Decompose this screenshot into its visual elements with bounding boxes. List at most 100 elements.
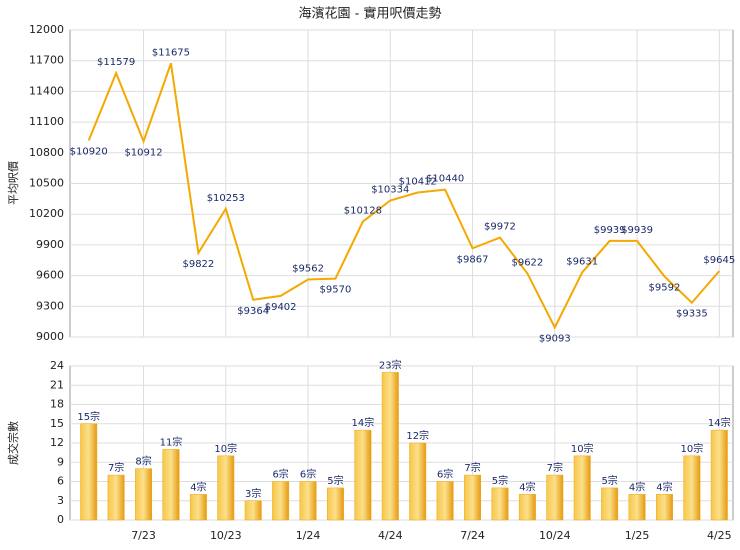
bar xyxy=(354,429,372,521)
value-label: $9335 xyxy=(676,309,708,320)
x-tick-label: 10/23 xyxy=(210,529,242,542)
y-tick-label: 3 xyxy=(57,494,64,507)
y-tick-label: 9300 xyxy=(36,299,64,312)
value-label: $9645 xyxy=(703,255,735,266)
value-label: 5宗 xyxy=(492,474,508,487)
bar xyxy=(381,372,399,521)
x-tick-label: 1/24 xyxy=(296,529,321,542)
bar xyxy=(272,481,290,521)
bar xyxy=(107,474,125,521)
y-tick-label: 10200 xyxy=(29,207,64,220)
y-tick-label: 24 xyxy=(50,359,64,372)
value-label: $9364 xyxy=(237,306,269,317)
value-label: $10412 xyxy=(399,177,437,188)
value-label: 5宗 xyxy=(327,474,343,487)
bar xyxy=(326,487,344,521)
value-label: 6宗 xyxy=(300,468,316,481)
value-label: 4宗 xyxy=(629,480,645,493)
value-label: $10920 xyxy=(70,147,108,158)
bar xyxy=(710,429,728,521)
value-label: 10宗 xyxy=(681,442,704,455)
value-label: 23宗 xyxy=(379,358,402,371)
value-label: 14宗 xyxy=(708,416,731,429)
value-label: $9402 xyxy=(265,302,297,313)
y-tick-label: 12000 xyxy=(29,23,64,36)
value-label: $9570 xyxy=(320,285,352,296)
bar xyxy=(491,487,509,521)
price-line xyxy=(87,62,721,330)
value-label: $9562 xyxy=(292,263,324,274)
bar xyxy=(464,474,482,521)
value-label: 10宗 xyxy=(214,442,237,455)
y-tick-label: 18 xyxy=(50,398,64,411)
value-label: 10宗 xyxy=(571,442,594,455)
value-label: $11675 xyxy=(152,47,190,58)
y-axis-label: 成交宗數 xyxy=(6,421,20,465)
value-label: 4宗 xyxy=(190,480,206,493)
y-tick-label: 9 xyxy=(57,455,64,468)
value-label: 14宗 xyxy=(352,416,375,429)
x-tick-label: 7/24 xyxy=(460,529,485,542)
value-label: 8宗 xyxy=(135,455,151,468)
bar xyxy=(655,494,673,521)
y-tick-label: 9900 xyxy=(36,238,64,251)
y-tick-label: 11100 xyxy=(29,115,64,128)
x-tick-label: 4/24 xyxy=(378,529,403,542)
value-label: 3宗 xyxy=(245,487,261,500)
value-label: $9939 xyxy=(621,225,653,236)
y-tick-label: 9000 xyxy=(36,330,64,343)
value-label: 6宗 xyxy=(272,468,288,481)
value-label: $9972 xyxy=(484,222,516,233)
value-label: 4宗 xyxy=(656,480,672,493)
value-label: $9867 xyxy=(457,254,489,265)
value-label: $9622 xyxy=(511,257,543,268)
value-label: 5宗 xyxy=(601,474,617,487)
value-label: $9939 xyxy=(594,225,626,236)
value-label: $11579 xyxy=(97,57,135,68)
bar xyxy=(573,455,591,521)
value-label: 15宗 xyxy=(77,410,100,423)
bar xyxy=(601,487,619,521)
value-label: $10912 xyxy=(124,147,162,158)
y-tick-label: 11400 xyxy=(29,84,64,97)
value-label: 7宗 xyxy=(464,461,480,474)
chart-title: 海濱花園 - 實用呎價走勢 xyxy=(299,6,442,22)
y-tick-label: 11700 xyxy=(29,54,64,67)
value-label: 6宗 xyxy=(437,468,453,481)
bar xyxy=(518,494,536,521)
bar xyxy=(189,494,207,521)
y-axis-label: 平均呎價 xyxy=(6,161,20,205)
value-label: 7宗 xyxy=(547,461,563,474)
bar xyxy=(244,500,262,521)
x-tick-label: 7/23 xyxy=(131,529,156,542)
value-label: $9592 xyxy=(649,282,681,293)
bar xyxy=(683,455,701,521)
bar xyxy=(80,423,98,521)
bar xyxy=(546,474,564,521)
x-tick-label: 10/24 xyxy=(539,529,571,542)
bar xyxy=(217,455,235,521)
x-tick-label: 1/25 xyxy=(625,529,650,542)
value-label: $9093 xyxy=(539,333,571,344)
value-label: $10253 xyxy=(207,193,245,204)
value-label: $9822 xyxy=(182,259,214,270)
y-tick-label: 10800 xyxy=(29,146,64,159)
bar xyxy=(436,481,454,521)
y-tick-label: 21 xyxy=(50,378,64,391)
value-label: 12宗 xyxy=(406,429,429,442)
value-label: 11宗 xyxy=(160,435,183,448)
bar xyxy=(628,494,646,521)
bar xyxy=(135,468,153,521)
y-tick-label: 9600 xyxy=(36,269,64,282)
y-tick-label: 15 xyxy=(50,417,64,430)
bar xyxy=(409,442,427,521)
y-tick-label: 10500 xyxy=(29,177,64,190)
value-label: 4宗 xyxy=(519,480,535,493)
x-tick-label: 4/25 xyxy=(707,529,732,542)
value-label: 7宗 xyxy=(108,461,124,474)
y-tick-label: 0 xyxy=(57,513,64,526)
value-label: $10334 xyxy=(371,184,409,195)
value-label: $10128 xyxy=(344,206,382,217)
y-tick-label: 6 xyxy=(57,475,64,488)
